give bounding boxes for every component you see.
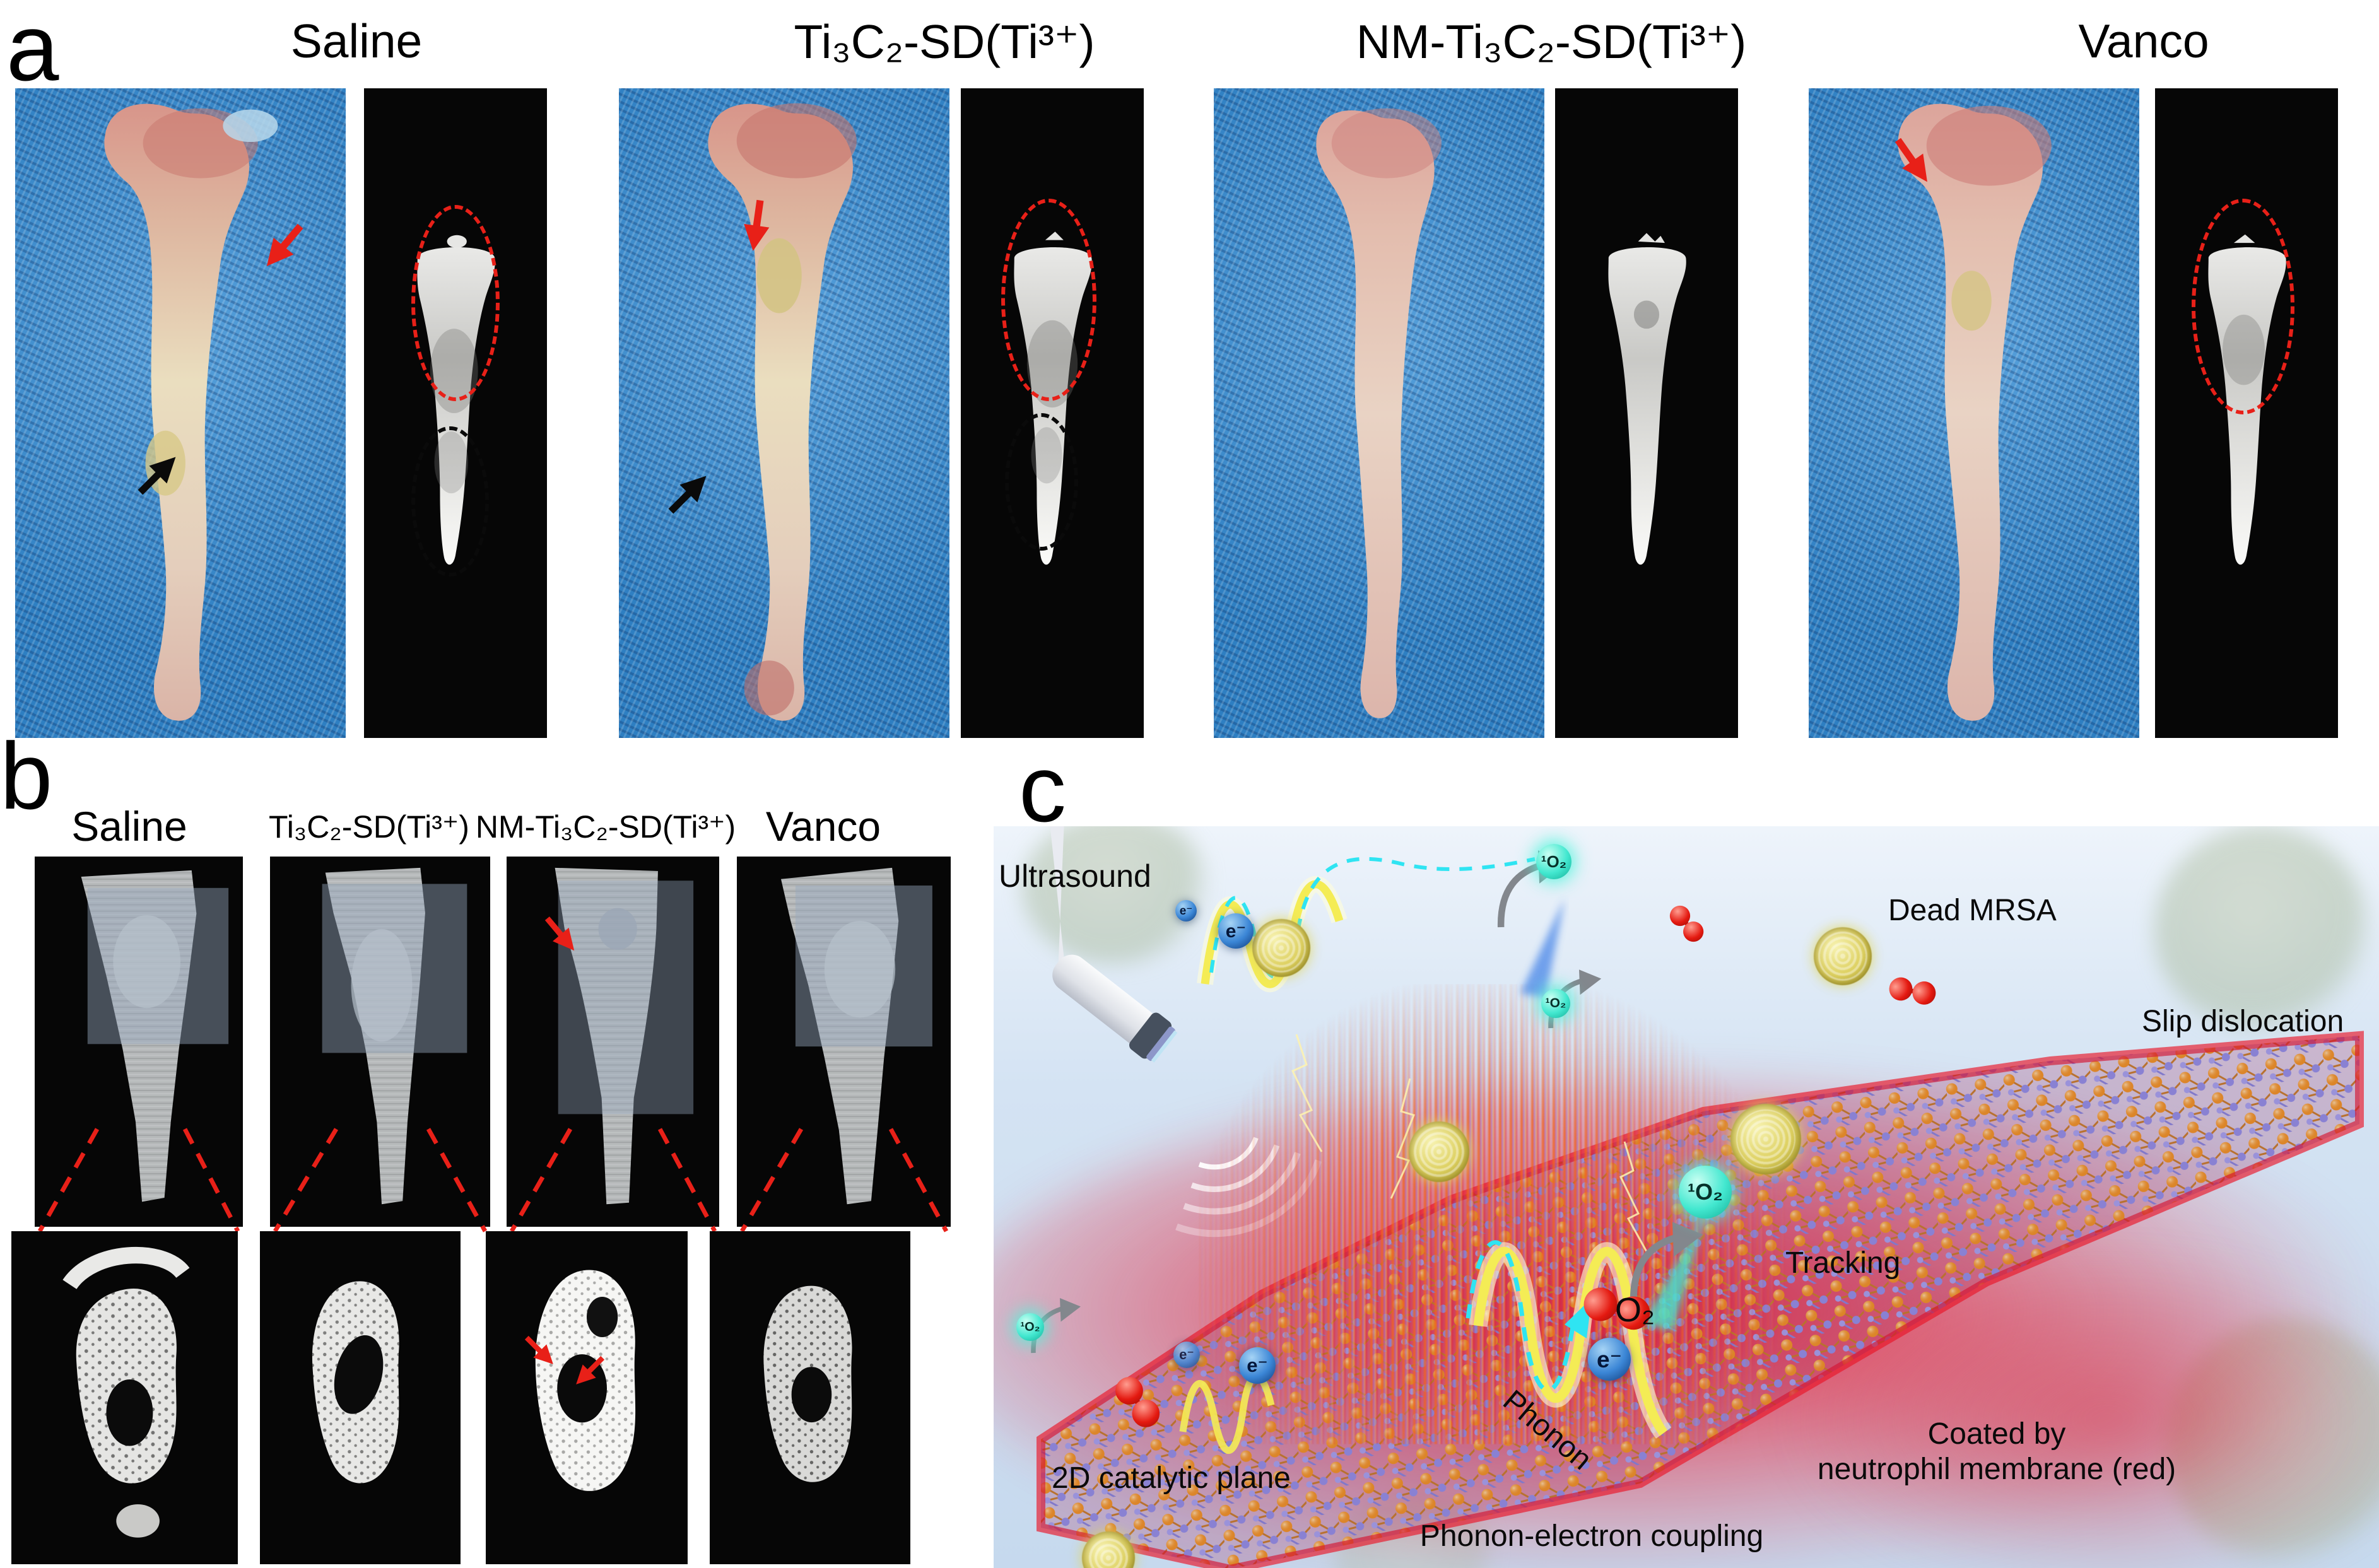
label-coated-line2: neutrophil membrane (red): [1817, 1453, 2176, 1486]
cross-section-shape: [62, 1246, 190, 1538]
singlet-oxygen-bubble: ¹O₂: [1679, 1166, 1732, 1219]
bone-photo-vanco: [1809, 88, 2139, 738]
black-arrow: [138, 457, 176, 494]
red-dashed-ellipse: [411, 205, 500, 402]
black-dashed-ellipse: [1004, 413, 1078, 551]
red-arrow: [524, 1336, 553, 1365]
ct-bone-shape: [417, 235, 495, 565]
magnify-dash-lines: [739, 1128, 949, 1232]
microct-vanco: [2155, 88, 2338, 738]
oxygen-molecule: [1666, 904, 1708, 943]
electron-sphere: e⁻: [1218, 913, 1254, 949]
lightning: [1291, 1034, 1648, 1253]
bone-shape: [1316, 108, 1442, 718]
electron-sphere: e⁻: [1239, 1347, 1276, 1384]
red-arrow: [1894, 137, 1927, 182]
panel-c-label: c: [1019, 735, 1066, 841]
ct-cross-section-vanco: [710, 1231, 910, 1564]
ct-3d-bone: [780, 867, 932, 1205]
black-dashed-ellipse: [411, 426, 489, 577]
label-slip-dislocation: Slip dislocation: [2142, 1005, 2344, 1038]
ct-cross-section-saline: [11, 1231, 238, 1564]
dead-mrsa-bacterium: [1814, 927, 1872, 985]
label-tracking: Tracking: [1785, 1246, 1901, 1280]
phonon-wave: [1179, 1372, 1275, 1454]
ct-3d-ti3c2: [270, 857, 490, 1227]
column-title-saline: Saline: [71, 803, 187, 850]
electron-sphere: e⁻: [1588, 1338, 1631, 1381]
red-arrow: [544, 916, 575, 951]
singlet-oxygen-bubble: ¹O₂: [1541, 989, 1570, 1018]
bone-shape: [104, 103, 278, 721]
group-title-vanco: Vanco: [2078, 15, 2209, 67]
ultrasound-probe: [1047, 826, 1178, 1063]
microct-nm-ti3c2: [1555, 88, 1738, 738]
label-2d-catalytic-plane: 2D catalytic plane: [1052, 1461, 1291, 1495]
ct-3d-bone: [322, 867, 467, 1205]
label-dead-mrsa: Dead MRSA: [1888, 894, 2057, 927]
ct-3d-bone: [81, 870, 229, 1202]
singlet-oxygen-bubble: ¹O₂: [1536, 844, 1571, 879]
column-title-ti3c2: Ti₃C₂-SD(Ti³⁺): [269, 809, 469, 845]
dynamics-layer: [994, 826, 2379, 1454]
ct-3d-bone: [555, 867, 694, 1205]
magnify-dash-lines: [509, 1128, 717, 1232]
magnify-dash-lines: [273, 1128, 488, 1232]
fluorescence-streaks: [1199, 984, 1785, 1444]
electron-sphere: e⁻: [1173, 1342, 1200, 1368]
magnify-dash-lines: [37, 1128, 240, 1232]
red-arrow: [576, 1355, 605, 1384]
red-dashed-ellipse: [1001, 199, 1096, 402]
cross-section-shape: [312, 1281, 399, 1483]
label-ultrasound: Ultrasound: [999, 858, 1151, 894]
oxygen-molecule: [1108, 1374, 1167, 1431]
mechanism-illustration: ¹O₂ ¹O₂ ¹O₂ ¹O₂ e⁻ e⁻ e⁻ e⁻ e⁻ Ultrasoun…: [994, 826, 2379, 1568]
oxygen-molecule: [1885, 964, 1940, 1017]
electron-comet: [1520, 899, 1565, 998]
group-title-ti3c2: Ti₃C₂-SD(Ti³⁺): [794, 15, 1095, 68]
label-coated-line1: Coated by: [1927, 1417, 2066, 1451]
microct-ti3c2: [961, 88, 1144, 738]
ghost-bacterium: [2154, 826, 2369, 1034]
electron-sphere: e⁻: [1175, 900, 1197, 921]
cross-section-shape: [763, 1285, 852, 1482]
phonon-wave: [1197, 857, 1536, 992]
singlet-oxygen-bubble: ¹O₂: [1016, 1313, 1044, 1341]
ct-cross-section-nm-ti3c2: [486, 1231, 688, 1564]
phonon-wave: [1466, 1240, 1672, 1439]
ct-cross-section-ti3c2: [260, 1231, 461, 1564]
panel-a-label: a: [6, 0, 59, 100]
bone-photo-saline: [15, 88, 346, 738]
group-title-nm-ti3c2: NM-Ti₃C₂-SD(Ti³⁺): [1356, 15, 1747, 68]
ct-3d-saline: [35, 857, 243, 1227]
bone-photo-nm-ti3c2: [1214, 88, 1544, 738]
column-title-vanco: Vanco: [765, 803, 881, 850]
mrsa-bacterium: [1252, 919, 1310, 977]
ct-bone-shape: [1608, 233, 1686, 565]
label-phonon-electron-coupling: Phonon-electron coupling: [1419, 1519, 1764, 1553]
microct-saline: [364, 88, 547, 738]
bone-shape: [708, 103, 857, 721]
mrsa-bacterium: [1730, 1104, 1801, 1174]
red-dashed-ellipse: [2192, 199, 2294, 414]
black-arrow: [668, 476, 707, 514]
red-arrow: [266, 223, 303, 266]
column-title-nm-ti3c2: NM-Ti₃C₂-SD(Ti³⁺): [475, 809, 736, 845]
ct-3d-vanco: [737, 857, 951, 1227]
red-arrow: [744, 199, 770, 251]
group-title-saline: Saline: [290, 15, 423, 67]
bone-shape: [1898, 103, 2052, 721]
ct-3d-nm-ti3c2: [507, 857, 719, 1227]
bone-photo-ti3c2: [619, 88, 949, 738]
mrsa-bacterium: [1409, 1121, 1469, 1182]
label-oxygen: O₂: [1615, 1291, 1655, 1329]
ct-bone-shape: [1014, 231, 1092, 565]
panel-b-label: b: [0, 723, 53, 829]
